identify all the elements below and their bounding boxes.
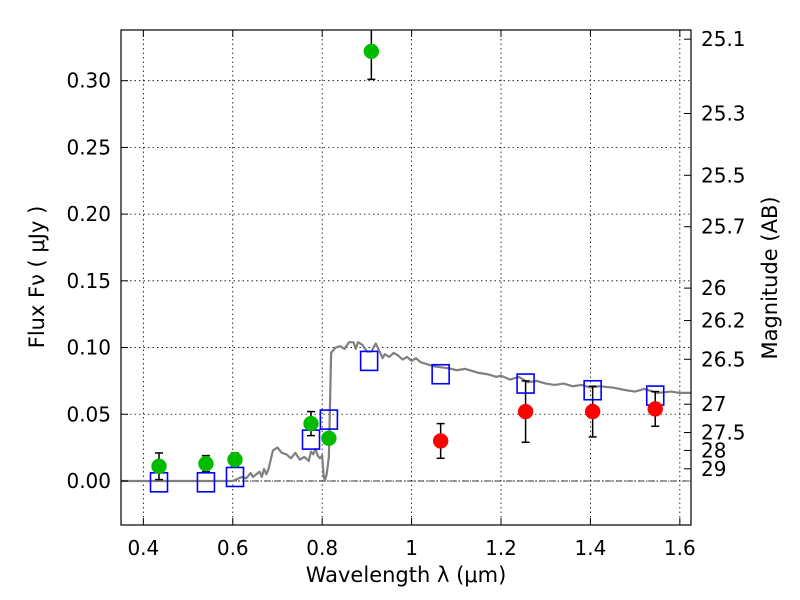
y-tick-label: 0.25: [66, 135, 111, 159]
x-tick-label: 0.8: [306, 536, 338, 560]
green-data-point: [321, 430, 337, 447]
model-photometry-point: [225, 466, 245, 488]
green-data-point: [151, 458, 167, 475]
magnitude-tick-label: 26.2: [701, 309, 746, 333]
x-tick-label: 0.4: [127, 536, 159, 560]
y-tick-label: 0.30: [66, 69, 111, 93]
x-tick-label: 0.6: [217, 536, 249, 560]
x-tick-label: 1.4: [575, 536, 607, 560]
magnitude-tick-label: 25.5: [701, 163, 746, 187]
red-data-point: [432, 433, 449, 449]
model-spectrum-series: [121, 341, 691, 483]
axis-ticks: [121, 30, 691, 525]
y-tick-label: 0.05: [66, 402, 111, 426]
magnitude-tick-label: 25.1: [701, 27, 746, 51]
magnitude-axis-title: Magnitude (AB): [758, 196, 782, 359]
red-data-point: [647, 401, 663, 417]
model-photometry-point: [583, 379, 602, 401]
magnitude-tick-label: 26.5: [701, 347, 746, 371]
magnitude-tick-label: 25.7: [701, 215, 746, 239]
x-tick-label: 1.2: [485, 536, 517, 560]
magnitude-tick-label: 25.3: [701, 101, 746, 125]
y-tick-label: 0.20: [66, 202, 111, 226]
green-data-point: [198, 455, 214, 472]
model-photometry-point: [516, 373, 535, 394]
y-axis-title: Flux Fν ( μJy ): [25, 206, 49, 349]
magnitude-tick-label: 28: [701, 438, 726, 462]
green-data-point: [227, 451, 243, 468]
y-tick-labels: 0.00 0.05 0.10 0.15 0.20 0.25 0.30: [66, 69, 111, 493]
y-tick-label: 0.15: [66, 269, 111, 293]
grid-lines: [121, 30, 691, 525]
model-photometry-point: [319, 409, 339, 430]
y-tick-label: 0.10: [66, 336, 111, 360]
magnitude-tick-label: 27: [701, 392, 726, 416]
model-photometry-point: [431, 363, 450, 385]
green-data-point: [363, 43, 380, 60]
green-data-point: [303, 415, 319, 432]
x-tick-label: 1.6: [664, 536, 696, 560]
red-data-point: [517, 403, 534, 420]
magnitude-tick-label: 27.5: [701, 421, 746, 445]
x-tick-label: 1: [405, 536, 418, 560]
data-markers: [149, 43, 665, 493]
red-data-point: [584, 403, 601, 420]
model-photometry-point: [196, 471, 216, 493]
model-photometry-point: [359, 350, 379, 372]
magnitude-tick-label: 29: [701, 457, 726, 481]
magnitude-tick-label: 26: [701, 276, 726, 300]
plot-frame: [120, 29, 692, 526]
model-spectrum-line: [121, 341, 691, 483]
x-tick-labels: 0.4 0.6 0.8 1 1.2 1.4 1.6: [127, 536, 695, 560]
x-axis-title: Wavelength λ (μm): [306, 563, 507, 587]
y-tick-label: 0.00: [66, 469, 111, 493]
